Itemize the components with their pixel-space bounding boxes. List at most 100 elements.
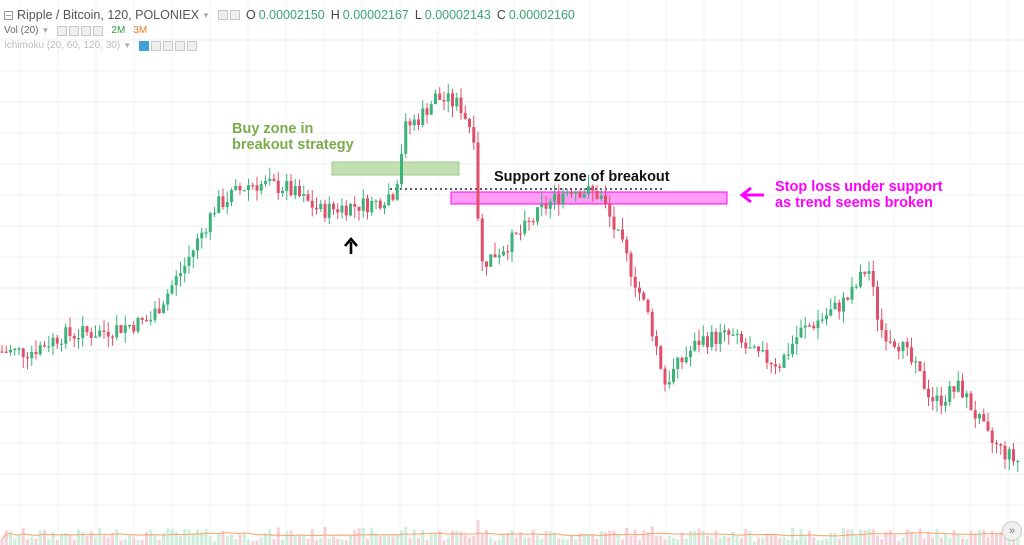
volume-bar: [744, 528, 748, 545]
candle-body: [157, 308, 161, 314]
settings-icon[interactable]: [151, 40, 162, 51]
volume-bar: [650, 526, 654, 545]
candle-body: [616, 229, 620, 231]
volume-bar: [599, 531, 603, 545]
volume-bar: [157, 540, 161, 545]
volume-bar: [174, 531, 178, 545]
volume-bar: [672, 537, 675, 545]
candle-body: [808, 325, 811, 327]
candle-body: [451, 93, 454, 107]
volume-bar: [434, 533, 437, 545]
add-icon[interactable]: [175, 40, 186, 51]
format-icon[interactable]: [163, 40, 174, 51]
candle-body: [196, 238, 199, 251]
volume-bar: [612, 530, 616, 545]
volume-bar: [684, 538, 688, 545]
candle-body: [740, 334, 743, 343]
volume-bar: [395, 533, 399, 545]
candle-body: [162, 304, 165, 314]
chevron-down-icon[interactable]: ▼: [123, 41, 132, 50]
candle-body: [119, 325, 123, 333]
candle-body: [893, 341, 896, 347]
candle-body: [718, 332, 722, 344]
volume-bar: [689, 530, 692, 545]
volume-bar: [366, 538, 369, 545]
candle-body: [774, 364, 777, 367]
candle-body: [599, 195, 603, 199]
settings-icon[interactable]: [69, 25, 80, 36]
candle-body: [748, 347, 752, 349]
candle-body: [867, 271, 871, 274]
candle-body: [723, 330, 726, 333]
close-icon[interactable]: [187, 40, 198, 51]
candle-body: [731, 334, 735, 336]
candle-body: [829, 309, 833, 316]
candle-body: [646, 299, 650, 312]
ichimoku-indicator-label: Ichimoku (20, 60, 120, 30): [4, 40, 121, 51]
volume-bar: [136, 539, 140, 545]
candle-body: [629, 253, 633, 277]
volume-bar: [38, 530, 42, 545]
candle-body: [812, 325, 816, 329]
close-icon[interactable]: [93, 25, 104, 36]
settings-icon[interactable]: [217, 10, 228, 20]
volume-bar: [421, 529, 425, 545]
volume-bar: [378, 536, 382, 545]
volume-bar: [187, 529, 191, 545]
double-chevron-right-icon[interactable]: »: [1002, 521, 1022, 541]
candle-body: [897, 346, 901, 352]
eye-icon[interactable]: [57, 25, 68, 36]
volume-bar: [642, 530, 646, 545]
volume-bar: [115, 529, 119, 545]
candle-body: [820, 319, 824, 321]
volume-bar: [914, 534, 918, 545]
volume-bar: [901, 537, 905, 545]
volume-bar: [655, 535, 658, 545]
volume-bar: [293, 535, 297, 545]
ohlc-high-label: H: [330, 8, 340, 22]
candle-body: [281, 190, 284, 193]
volume-bar: [468, 537, 471, 545]
candle-body: [587, 186, 590, 195]
volume-bar: [149, 529, 153, 545]
candle-body: [565, 191, 569, 194]
volume-bar: [880, 539, 884, 545]
volume-bar: [502, 534, 505, 545]
volume-bar: [404, 526, 408, 545]
candle-body: [833, 302, 837, 310]
candle-body: [544, 204, 548, 209]
volume-bar: [871, 529, 875, 545]
volume-bar: [587, 534, 590, 545]
chevron-down-icon[interactable]: ▼: [41, 26, 50, 35]
volume-bar: [442, 540, 446, 545]
volume-bar: [425, 539, 429, 545]
volume-bar: [123, 538, 127, 545]
format-icon[interactable]: [229, 10, 240, 20]
volume-bar: [791, 527, 794, 545]
buy-zone-annotation: Buy zone in breakout strategy: [232, 121, 354, 153]
add-icon[interactable]: [81, 25, 92, 36]
candle-body: [468, 118, 471, 128]
volume-bar: [47, 538, 51, 545]
candle-body: [672, 368, 675, 382]
eye-icon[interactable]: [139, 40, 150, 51]
candle-body: [850, 286, 854, 300]
volume-bar: [910, 531, 913, 545]
candle-body: [234, 185, 238, 190]
candle-body: [285, 181, 289, 191]
volume-bar: [519, 531, 522, 545]
volume-bar: [944, 534, 947, 545]
candle-body: [111, 336, 114, 338]
ohlc-close-value: 0.00002160: [508, 8, 575, 22]
volume-bar: [867, 529, 871, 545]
volume-bar: [94, 536, 97, 545]
candle-body: [969, 393, 973, 411]
collapse-icon[interactable]: [4, 10, 13, 20]
candle-body: [650, 311, 654, 337]
volume-bar: [497, 539, 501, 545]
volume-bar: [285, 531, 289, 545]
chevron-down-icon[interactable]: ▼: [202, 10, 210, 20]
candle-body: [557, 193, 561, 205]
